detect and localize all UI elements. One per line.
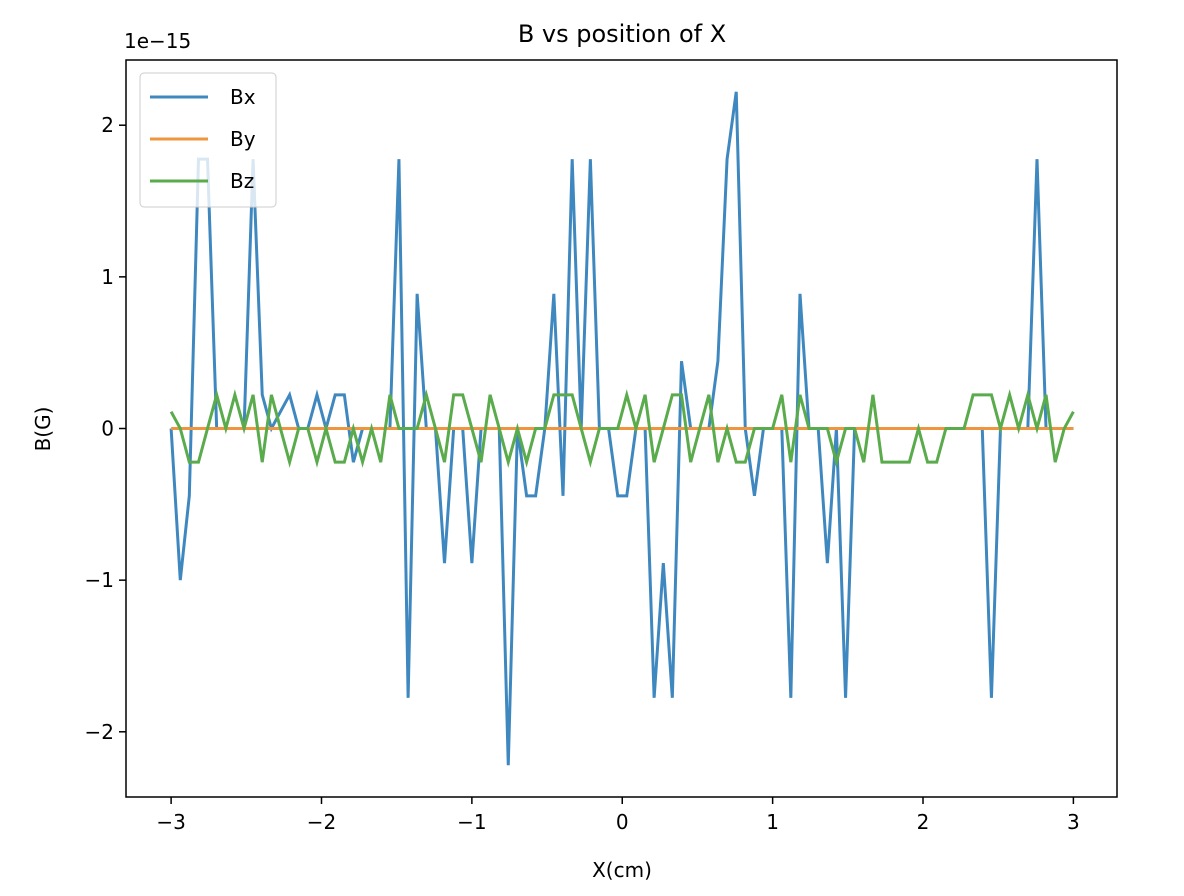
legend-label: Bz xyxy=(230,169,254,193)
legend: Bx By Bz xyxy=(139,72,277,208)
x-tick-label: −3 xyxy=(156,810,185,834)
y-tick-label: 0 xyxy=(101,417,114,441)
x-tick-label: 3 xyxy=(1067,810,1080,834)
plot-frame xyxy=(125,59,1118,798)
x-tick-label: −1 xyxy=(457,810,486,834)
x-tick-label: 1 xyxy=(766,810,779,834)
legend-label: By xyxy=(230,127,256,151)
y-tick-label: −2 xyxy=(85,720,114,744)
y-offset-label: 1e−15 xyxy=(124,29,191,53)
line-series xyxy=(169,389,1075,468)
y-tick-label: 2 xyxy=(101,113,114,137)
x-tick-label: −2 xyxy=(307,810,336,834)
y-tick-label: −1 xyxy=(85,568,114,592)
x-axis-label: X(cm) xyxy=(592,858,652,882)
chart-title: B vs position of X xyxy=(518,20,726,48)
legend-label: Bx xyxy=(230,85,256,109)
y-tick-label: 1 xyxy=(101,265,114,289)
x-tick-label: 0 xyxy=(616,810,629,834)
x-tick-label: 2 xyxy=(917,810,930,834)
y-axis-label: B(G) xyxy=(31,407,55,452)
